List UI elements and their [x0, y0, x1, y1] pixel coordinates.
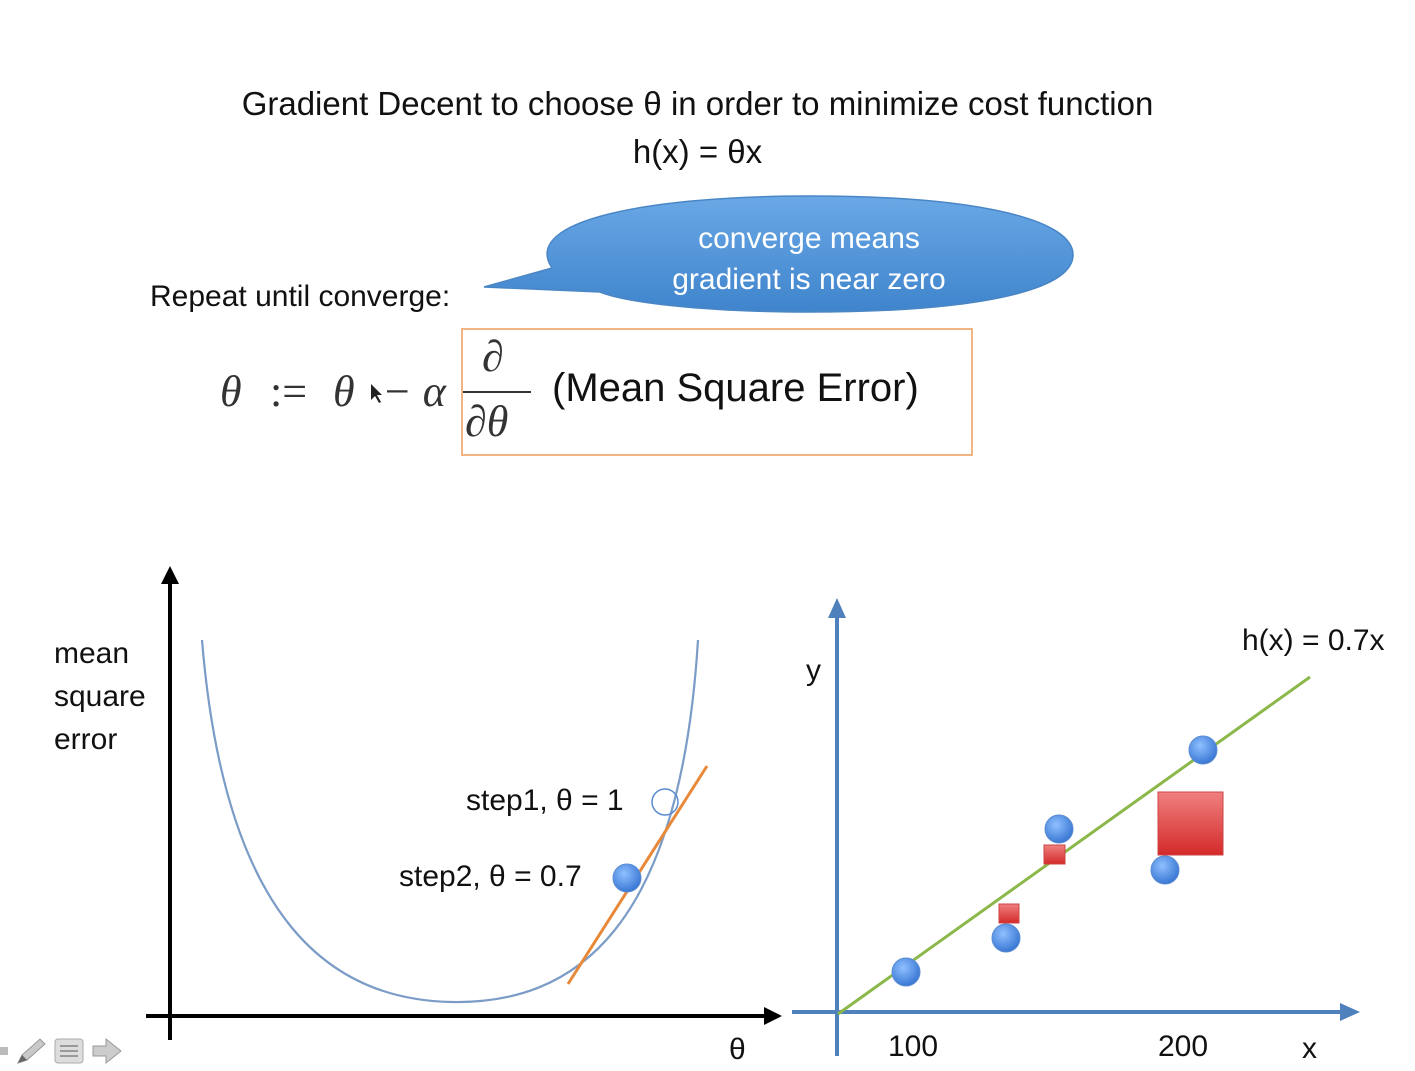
- callout-text: converge means gradient is near zero: [620, 218, 998, 300]
- right-x-axis-label: x: [1302, 1032, 1317, 1065]
- step1-label: step1, θ = 1: [466, 784, 624, 817]
- left-x-axis-label: θ: [729, 1033, 746, 1066]
- error-square: [1157, 791, 1224, 856]
- slide-title: Gradient Decent to choose θ in order to …: [241, 85, 1154, 122]
- formula-theta: θ: [220, 367, 242, 416]
- right-y-axis-label: y: [806, 654, 821, 687]
- formula-partial: ∂: [482, 332, 504, 381]
- arrow-right-icon[interactable]: [90, 1036, 124, 1066]
- fit-line-label: h(x) = 0.7x: [1242, 624, 1385, 657]
- formula-assign: :=: [270, 367, 308, 416]
- callout-bubble: [483, 195, 1074, 313]
- fraction-bar: [463, 391, 531, 393]
- step2-label: step2, θ = 0.7: [399, 860, 582, 893]
- y-label-line3: error: [54, 723, 118, 756]
- cost-curve: [200, 639, 700, 1004]
- formula-mse: (Mean Square Error): [552, 366, 919, 410]
- error-square: [998, 903, 1020, 924]
- data-point: [891, 957, 921, 987]
- callout-line1: converge means: [698, 222, 920, 255]
- data-point: [1044, 814, 1074, 844]
- slide-toolbar: [0, 1034, 124, 1068]
- slide-subtitle-hypothesis: h(x) = θx: [632, 133, 763, 170]
- left-y-axis-label: mean square error: [54, 632, 146, 761]
- y-label-line2: square: [54, 680, 146, 713]
- cursor-icon: [371, 384, 382, 403]
- x-tick-100: 100: [888, 1030, 939, 1063]
- formula-highlight-box: [461, 328, 973, 456]
- formula-minus-alpha: − α: [382, 367, 446, 416]
- formula-partial-theta: ∂θ: [465, 397, 509, 446]
- data-point: [991, 923, 1021, 953]
- callout-line2: gradient is near zero: [672, 263, 946, 296]
- left-plot-axes: [146, 566, 782, 1040]
- fit-line: [837, 675, 1311, 1016]
- data-point: [1188, 735, 1218, 765]
- repeat-label: Repeat until converge:: [150, 280, 451, 313]
- right-plot-axes: [792, 598, 1360, 1056]
- x-tick-200: 200: [1158, 1030, 1209, 1063]
- error-square: [1043, 844, 1066, 865]
- step1-point: [651, 788, 679, 816]
- data-point: [1150, 855, 1180, 885]
- pen-icon[interactable]: [14, 1036, 48, 1066]
- prev-fragment-icon[interactable]: [0, 1036, 10, 1066]
- step2-point: [612, 863, 642, 893]
- y-label-line1: mean: [54, 637, 130, 670]
- menu-icon[interactable]: [52, 1036, 86, 1066]
- formula-theta2: θ: [333, 367, 355, 416]
